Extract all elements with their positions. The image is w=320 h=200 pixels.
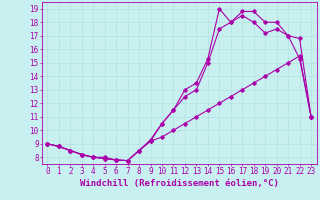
X-axis label: Windchill (Refroidissement éolien,°C): Windchill (Refroidissement éolien,°C) bbox=[80, 179, 279, 188]
